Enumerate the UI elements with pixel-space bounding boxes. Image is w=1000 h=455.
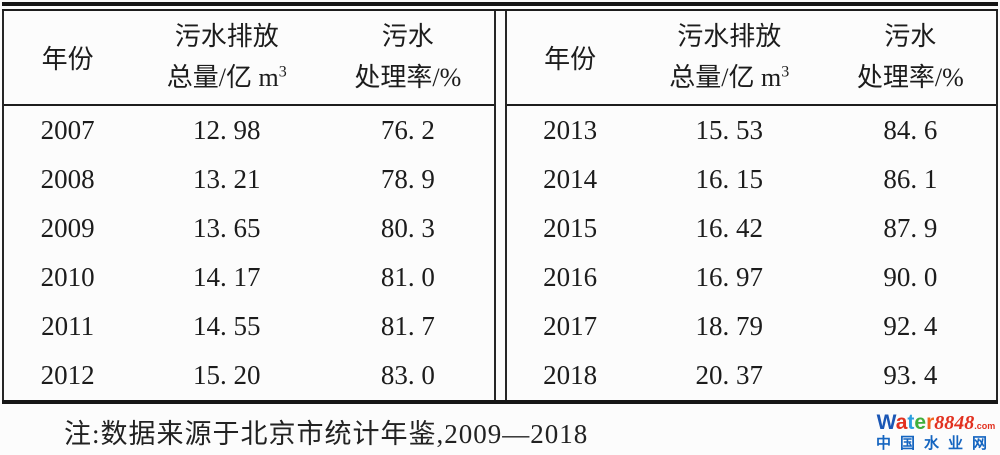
table-row: 2013 15. 53 84. 6 <box>507 106 997 155</box>
table-row: 2015 16. 42 87. 9 <box>507 204 997 253</box>
table-row: 2014 16. 15 86. 1 <box>507 155 997 204</box>
rate-cell: 78. 9 <box>380 164 435 194</box>
table-row: 2009 13. 65 80. 3 <box>4 204 494 253</box>
table-middle-divider-gap <box>496 11 505 400</box>
watermark-number: 8848 <box>934 412 975 435</box>
year-cell: 2007 <box>40 115 95 145</box>
rate-cell: 93. 4 <box>883 360 938 390</box>
discharge-cell: 15. 53 <box>695 115 763 145</box>
header-rate-line2: 处理率/% <box>856 62 964 92</box>
header-discharge-line2: 总量/亿 m3 <box>166 62 287 92</box>
header-year: 年份 <box>544 45 597 74</box>
year-cell: 2016 <box>543 262 598 292</box>
rate-cell: 87. 9 <box>883 213 938 243</box>
watermark-letter: t <box>907 411 915 435</box>
header-discharge: 污水排放 总量/亿 m3 <box>634 17 825 98</box>
discharge-cell: 14. 17 <box>192 262 261 292</box>
year-cell: 2015 <box>543 213 598 243</box>
table-row: 2016 16. 97 90. 0 <box>507 253 997 302</box>
rate-cell: 92. 4 <box>883 311 938 341</box>
header-discharge-line2: 总量/亿 m3 <box>669 62 790 92</box>
table-header-left: 年份 污水排放 总量/亿 m3 污水 处理率/% <box>4 11 494 106</box>
watermark-letter: W <box>876 411 896 435</box>
watermark-letter: r <box>926 411 935 435</box>
header-discharge-superscript: 3 <box>781 62 790 80</box>
watermark: Water8848.com 中国水业网 <box>876 412 996 452</box>
watermark-brand: Water8848.com <box>876 412 996 434</box>
header-rate-line1: 污水 <box>381 22 434 52</box>
header-rate: 污水 处理率/% <box>825 17 996 98</box>
data-table: 年份 污水排放 总量/亿 m3 污水 处理率/% 2007 12. 98 76.… <box>2 2 998 404</box>
watermark-domain-suffix: .com <box>974 421 996 432</box>
year-cell: 2012 <box>40 360 95 390</box>
table-row: 2011 14. 55 81. 7 <box>4 302 494 351</box>
header-rate-line2: 处理率/% <box>354 62 462 92</box>
year-cell: 2008 <box>40 164 95 194</box>
table-row: 2007 12. 98 76. 2 <box>4 106 494 155</box>
header-year: 年份 <box>41 45 94 74</box>
table-header-right: 年份 污水排放 总量/亿 m3 污水 处理率/% <box>506 11 996 106</box>
watermark-letter: a <box>895 411 908 435</box>
rate-cell: 84. 6 <box>883 115 938 145</box>
rate-cell: 80. 3 <box>380 213 435 243</box>
table-right-half: 年份 污水排放 总量/亿 m3 污水 处理率/% 2013 15. 53 84.… <box>504 11 998 400</box>
table-left-half: 年份 污水排放 总量/亿 m3 污水 处理率/% 2007 12. 98 76.… <box>2 11 496 400</box>
header-discharge-line1: 污水排放 <box>174 22 279 52</box>
watermark-letter: e <box>914 411 927 435</box>
table-row: 2012 15. 20 83. 0 <box>4 351 494 400</box>
year-cell: 2017 <box>543 311 598 341</box>
rate-cell: 76. 2 <box>380 115 435 145</box>
year-cell: 2010 <box>40 262 95 292</box>
table-row: 2008 13. 21 78. 9 <box>4 155 494 204</box>
header-discharge: 污水排放 总量/亿 m3 <box>131 17 322 98</box>
year-cell: 2018 <box>543 360 598 390</box>
year-cell: 2014 <box>543 164 598 194</box>
discharge-cell: 13. 21 <box>192 164 261 194</box>
rate-cell: 90. 0 <box>883 262 938 292</box>
header-discharge-superscript: 3 <box>278 62 287 80</box>
rate-cell: 83. 0 <box>380 360 435 390</box>
discharge-cell: 15. 20 <box>192 360 261 390</box>
watermark-site-name: 中国水业网 <box>875 435 996 453</box>
discharge-cell: 14. 55 <box>192 311 261 341</box>
header-rate: 污水 处理率/% <box>322 17 493 98</box>
table-row: 2017 18. 79 92. 4 <box>507 302 997 351</box>
year-cell: 2013 <box>543 115 598 145</box>
rate-cell: 81. 7 <box>380 311 435 341</box>
rate-cell: 81. 0 <box>380 262 435 292</box>
discharge-cell: 13. 65 <box>192 213 261 243</box>
discharge-cell: 16. 97 <box>695 262 763 292</box>
header-rate-line1: 污水 <box>884 22 937 52</box>
table-row: 2018 20. 37 93. 4 <box>507 351 997 400</box>
rate-cell: 86. 1 <box>883 164 938 194</box>
header-discharge-line1: 污水排放 <box>677 22 782 52</box>
discharge-cell: 20. 37 <box>695 360 763 390</box>
discharge-cell: 18. 79 <box>695 311 763 341</box>
table-row: 2010 14. 17 81. 0 <box>4 253 494 302</box>
discharge-cell: 16. 42 <box>695 213 763 243</box>
year-cell: 2009 <box>40 213 95 243</box>
year-cell: 2011 <box>41 311 95 341</box>
source-note: 注:数据来源于北京市统计年鉴,2009—2018 <box>64 419 589 449</box>
discharge-cell: 12. 98 <box>192 115 261 145</box>
discharge-cell: 16. 15 <box>695 164 763 194</box>
